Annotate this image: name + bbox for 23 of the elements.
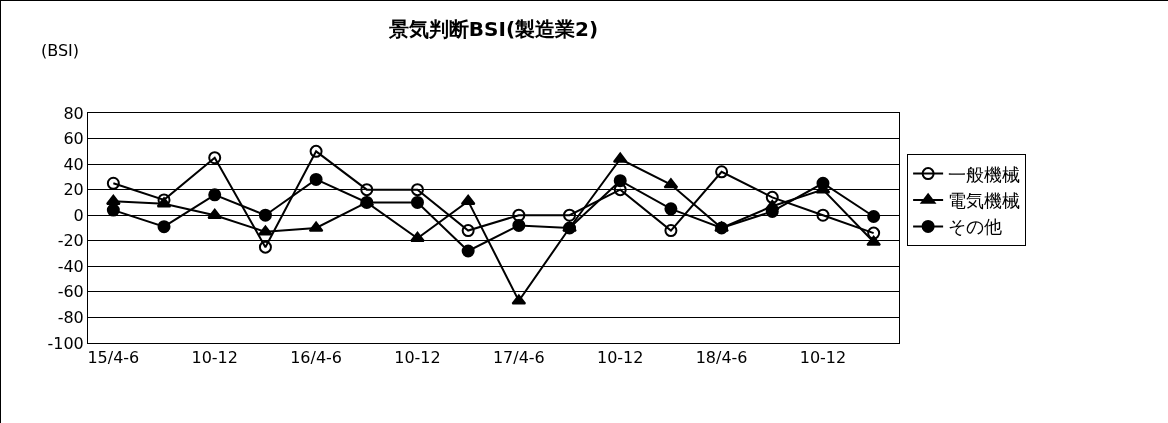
- x-tick-label: 17/4-6: [492, 348, 545, 368]
- y-tick-label: -40: [57, 256, 84, 276]
- legend-label: 一般機械: [948, 163, 1021, 185]
- x-tick-label: 10-12: [394, 348, 441, 368]
- y-tick-label: -60: [57, 282, 84, 302]
- y-tick-label: -100: [47, 333, 84, 353]
- x-tick-label: 18/4-6: [695, 348, 748, 368]
- y-tick-label: 40: [63, 154, 84, 174]
- x-tick-label: 10-12: [799, 348, 847, 368]
- chart-title: 景気判断BSI(製造業2): [387, 17, 599, 42]
- y-axis-title: (BSI): [41, 41, 80, 60]
- y-tick-label: -20: [57, 231, 84, 251]
- legend-label: 電気機械: [948, 190, 1021, 212]
- x-tick-label: 15/4-6: [87, 348, 140, 368]
- x-tick-label: 16/4-6: [290, 348, 343, 368]
- y-tick-label: -80: [57, 308, 84, 328]
- y-tick-label: 0: [73, 205, 84, 225]
- y-tick-label: 80: [63, 103, 84, 123]
- legend-label: その他: [948, 216, 1003, 238]
- y-tick-label: 60: [63, 129, 84, 149]
- x-tick-label: 10-12: [191, 348, 238, 368]
- y-tick-label: 20: [63, 180, 84, 200]
- x-tick-label: 10-12: [596, 348, 644, 368]
